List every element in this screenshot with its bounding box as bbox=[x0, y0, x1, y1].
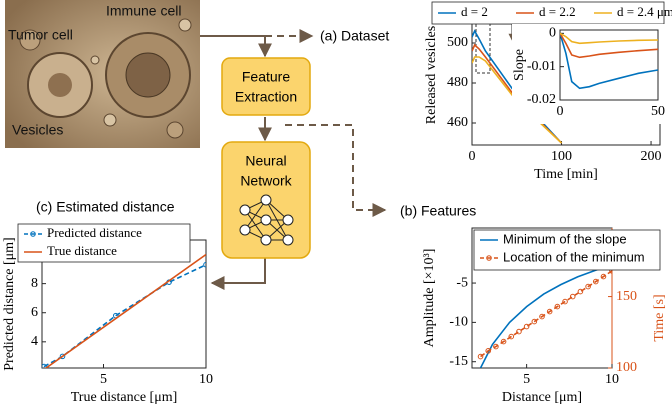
panel-label: (b) Features bbox=[400, 203, 476, 219]
series-line bbox=[44, 253, 206, 368]
y-tick-label: -10 bbox=[449, 315, 468, 330]
y-tick-label: -0.01 bbox=[527, 59, 556, 74]
x-axis-label: True distance [μm] bbox=[71, 390, 178, 405]
series-marker bbox=[59, 353, 66, 360]
series-marker bbox=[508, 333, 515, 340]
y-tick-label: 460 bbox=[447, 115, 468, 130]
y-tick-label: -0.02 bbox=[527, 92, 556, 107]
series-marker bbox=[516, 328, 522, 335]
y-axis-label: Amplitude [×10³] bbox=[422, 249, 437, 348]
y-tick-label: 4 bbox=[31, 334, 38, 349]
series-marker bbox=[562, 298, 568, 305]
panel-label: (a) Dataset bbox=[320, 28, 389, 44]
y-tick-label: 6 bbox=[31, 305, 38, 320]
series-marker bbox=[554, 303, 561, 310]
nn-icon bbox=[239, 194, 294, 246]
series-marker bbox=[600, 273, 607, 280]
x-tick-label: 5 bbox=[100, 372, 107, 387]
y2-axis-label: Time [s] bbox=[652, 294, 667, 341]
box-label: Neural bbox=[245, 153, 286, 169]
series-marker bbox=[546, 308, 553, 315]
box-label: Network bbox=[240, 173, 292, 189]
x-tick-label: 5 bbox=[523, 372, 530, 387]
legend-label: Minimum of the slope bbox=[503, 231, 627, 246]
series-line bbox=[479, 264, 612, 368]
y-axis-label: Predicted distance [μm] bbox=[2, 237, 17, 370]
series-marker bbox=[500, 338, 507, 345]
x-tick-label: 0 bbox=[469, 149, 476, 164]
legend-box bbox=[473, 229, 661, 271]
inset-background bbox=[512, 24, 670, 124]
series-marker bbox=[493, 343, 499, 350]
series-line bbox=[480, 270, 612, 358]
series-marker bbox=[569, 293, 576, 300]
image-label: Vesicles bbox=[12, 122, 63, 138]
legend-label: Predicted distance bbox=[47, 225, 142, 240]
legend-marker bbox=[30, 231, 36, 237]
series-marker bbox=[592, 278, 599, 285]
legend-label: True distance bbox=[47, 243, 117, 258]
x-tick-label: 0 bbox=[557, 104, 564, 119]
y-tick-label: 8 bbox=[31, 276, 38, 291]
legend-label: d = 2 bbox=[461, 4, 488, 19]
legend-label: d = 2.4 μm bbox=[617, 4, 672, 19]
series-marker bbox=[585, 283, 591, 290]
series-marker bbox=[539, 313, 545, 320]
legend-label: d = 2.2 bbox=[539, 4, 576, 19]
panel-label: (c) Estimated distance bbox=[36, 199, 175, 215]
y2-tick-label: 150 bbox=[616, 289, 637, 304]
box-label: Feature bbox=[242, 69, 290, 85]
y-tick-label: 500 bbox=[447, 35, 468, 50]
series-marker bbox=[523, 323, 530, 330]
feature-box bbox=[221, 57, 311, 116]
image-label: Tumor cell bbox=[8, 27, 73, 43]
series-marker bbox=[477, 353, 484, 360]
y-tick-label: -15 bbox=[449, 354, 468, 369]
series-marker bbox=[531, 318, 538, 325]
y-tick-label: 0 bbox=[549, 26, 556, 41]
y-axis-label: Released vesicles bbox=[424, 26, 439, 124]
plot-area bbox=[42, 253, 206, 368]
plot-area bbox=[477, 264, 612, 368]
legend-label: Location of the minimum bbox=[503, 249, 645, 264]
y2-tick-label: 100 bbox=[616, 360, 637, 375]
series-line bbox=[43, 264, 206, 368]
y-tick-label: -5 bbox=[456, 275, 468, 290]
x-tick-label: 10 bbox=[605, 372, 619, 387]
axes-box bbox=[559, 29, 659, 101]
image-label: Immune cell bbox=[106, 3, 181, 19]
x-axis-label: Time [min] bbox=[534, 167, 598, 182]
series-marker bbox=[485, 348, 492, 354]
y-axis-label: Slope bbox=[512, 49, 527, 81]
x-axis-label: Distance [μm] bbox=[502, 390, 582, 405]
legend-marker bbox=[486, 255, 492, 261]
series-line bbox=[560, 32, 658, 59]
y-tick-label: 480 bbox=[447, 75, 468, 90]
series-marker bbox=[577, 288, 584, 295]
x-tick-label: 10 bbox=[199, 372, 213, 387]
series-marker bbox=[609, 268, 612, 274]
plot-area bbox=[560, 32, 658, 90]
series-marker bbox=[42, 363, 47, 368]
x-tick-label: 200 bbox=[641, 149, 662, 164]
illustration bbox=[5, 0, 200, 148]
series-line bbox=[560, 32, 658, 45]
x-tick-label: 100 bbox=[551, 149, 572, 164]
series-marker bbox=[203, 261, 206, 268]
legend-box bbox=[17, 223, 191, 263]
x-tick-label: 50 bbox=[651, 104, 665, 119]
series-line bbox=[560, 33, 658, 90]
box-label: Extraction bbox=[235, 89, 297, 105]
